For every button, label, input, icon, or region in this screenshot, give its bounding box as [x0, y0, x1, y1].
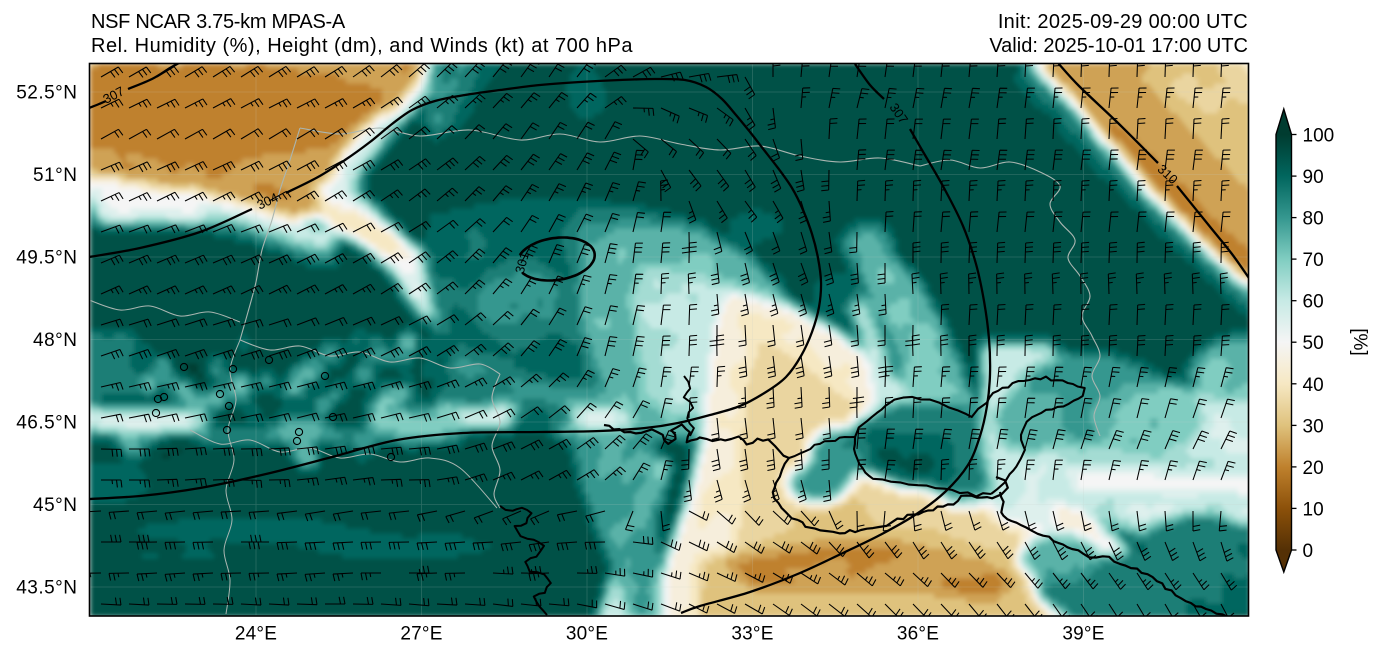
svg-text:40: 40: [1303, 375, 1324, 396]
svg-text:Rel. Humidity (%), Height (dm): Rel. Humidity (%), Height (dm), and Wind…: [91, 35, 633, 57]
svg-text:20: 20: [1303, 458, 1324, 479]
svg-text:70: 70: [1303, 250, 1324, 271]
svg-text:39°E: 39°E: [1062, 624, 1104, 645]
svg-text:10: 10: [1303, 500, 1324, 521]
svg-text:24°E: 24°E: [235, 624, 277, 645]
svg-text:51°N: 51°N: [33, 165, 77, 186]
svg-text:27°E: 27°E: [400, 624, 442, 645]
svg-text:49.5°N: 49.5°N: [16, 248, 77, 269]
svg-text:301: 301: [512, 250, 532, 275]
svg-text:48°N: 48°N: [33, 330, 77, 351]
svg-text:Valid: 2025-10-01 17:00 UTC: Valid: 2025-10-01 17:00 UTC: [989, 35, 1248, 57]
svg-text:50: 50: [1303, 333, 1324, 354]
svg-text:46.5°N: 46.5°N: [16, 413, 77, 434]
svg-text:80: 80: [1303, 209, 1324, 230]
svg-text:45°N: 45°N: [33, 495, 77, 516]
svg-text:0: 0: [1303, 541, 1314, 562]
svg-text:NSF NCAR 3.75-km MPAS-A: NSF NCAR 3.75-km MPAS-A: [91, 11, 346, 33]
svg-text:60: 60: [1303, 292, 1324, 313]
svg-text:52.5°N: 52.5°N: [16, 83, 77, 104]
svg-text:Init: 2025-09-29 00:00 UTC: Init: 2025-09-29 00:00 UTC: [998, 11, 1248, 33]
svg-text:30: 30: [1303, 416, 1324, 437]
svg-text:43.5°N: 43.5°N: [16, 578, 77, 599]
svg-text:36°E: 36°E: [897, 624, 939, 645]
svg-text:33°E: 33°E: [731, 624, 773, 645]
svg-text:30°E: 30°E: [566, 624, 608, 645]
